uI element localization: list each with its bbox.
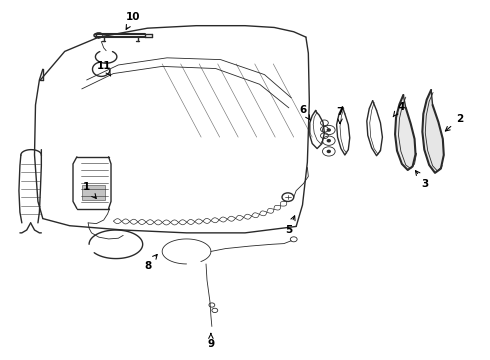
Polygon shape bbox=[395, 95, 416, 170]
Text: 2: 2 bbox=[445, 114, 463, 131]
Text: 10: 10 bbox=[126, 13, 140, 30]
Circle shape bbox=[327, 150, 330, 153]
Text: 8: 8 bbox=[144, 255, 157, 271]
Polygon shape bbox=[82, 185, 105, 200]
Text: 7: 7 bbox=[336, 107, 343, 123]
Polygon shape bbox=[422, 90, 444, 173]
Circle shape bbox=[327, 140, 330, 142]
Text: 1: 1 bbox=[83, 182, 96, 198]
Text: 9: 9 bbox=[207, 334, 215, 349]
Text: 6: 6 bbox=[300, 105, 311, 120]
Circle shape bbox=[327, 129, 330, 131]
Text: 4: 4 bbox=[393, 102, 405, 117]
Text: 11: 11 bbox=[97, 61, 111, 76]
Text: 5: 5 bbox=[285, 216, 295, 235]
Text: 3: 3 bbox=[416, 171, 429, 189]
